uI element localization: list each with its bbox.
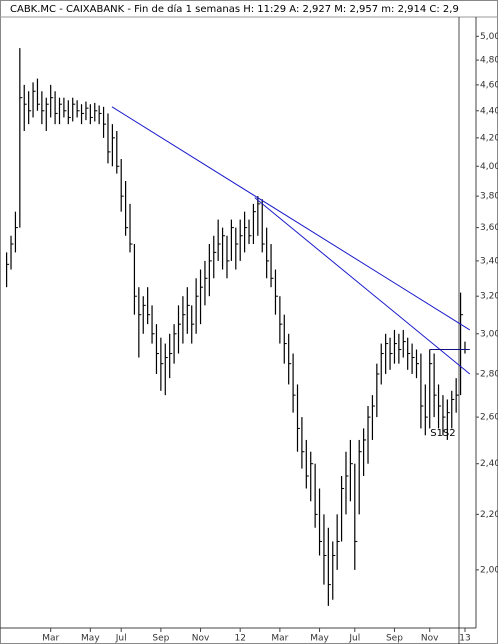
x-tick-label: Sep (152, 634, 169, 644)
y-tick-label: 2,60 (480, 413, 498, 423)
x-tick-label: May (81, 634, 100, 644)
y-tick-label: 4,20 (480, 133, 498, 143)
y-tick-label: 2,00 (480, 565, 498, 575)
x-tick-label: Sep (386, 634, 403, 644)
annotation: S1S2 (430, 428, 455, 439)
x-tick-label: Nov (421, 634, 439, 644)
trend-line (111, 106, 471, 331)
y-tick-label: 2,80 (480, 369, 498, 379)
y-tick-label: 2,20 (480, 510, 498, 520)
y-tick-label: 3,80 (480, 192, 498, 202)
x-tick-label: Jul (348, 634, 360, 644)
y-tick-label: 5,00 (480, 32, 498, 42)
x-tick-label: May (310, 634, 329, 644)
y-tick-label: 3,40 (480, 256, 498, 266)
x-tick-label: 12 (234, 634, 245, 644)
y-tick-label: 2,40 (480, 459, 498, 469)
x-tick-label: Mar (271, 634, 288, 644)
trend-line (254, 197, 471, 375)
x-tick-label: Jul (115, 634, 127, 644)
x-tick-label: Mar (42, 634, 59, 644)
y-tick-label: 3,20 (480, 292, 498, 302)
y-tick-label: 4,60 (480, 80, 498, 90)
x-tick-label: Nov (192, 634, 210, 644)
y-tick-label: 4,40 (480, 106, 498, 116)
chart-title: CABK.MC - CAIXABANK - Fin de día 1 seman… (10, 3, 459, 15)
y-tick-label: 4,00 (480, 162, 498, 172)
x-tick-label: 13 (459, 634, 470, 644)
y-tick-label: 4,80 (480, 56, 498, 66)
y-tick-label: 3,60 (480, 223, 498, 233)
y-tick-label: 3,00 (480, 329, 498, 339)
